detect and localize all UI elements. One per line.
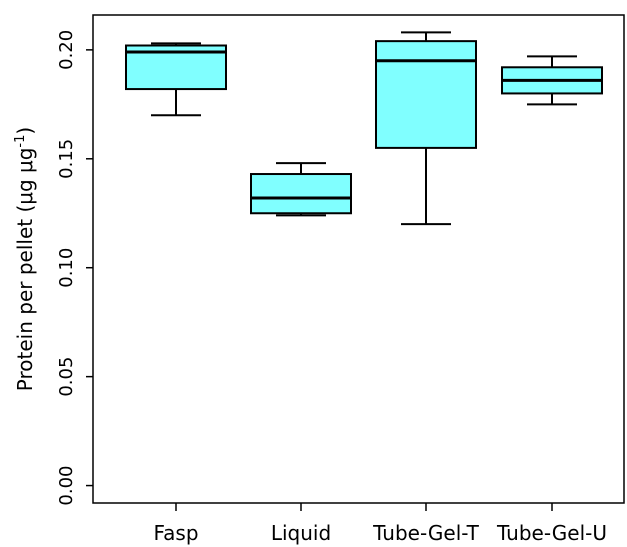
x-tick-label: Fasp — [153, 521, 198, 545]
y-tick-label: 0.20 — [56, 30, 77, 70]
box-tube-gel-u — [501, 55, 603, 106]
box-liquid — [250, 162, 352, 217]
box-fasp — [125, 42, 227, 117]
y-axis-label-main: Protein per pellet (μg μg — [13, 148, 37, 392]
box-tube-gel-t — [375, 31, 477, 226]
y-axis: 0.00 0.05 0.10 0.15 0.20 — [56, 30, 93, 506]
box-series — [125, 31, 603, 226]
y-axis-label-superscript: -1 — [13, 135, 28, 148]
x-tick-label: Tube-Gel-T — [372, 521, 480, 545]
x-tick-label: Liquid — [271, 521, 331, 545]
y-tick-label: 0.00 — [56, 466, 77, 506]
y-tick-label: 0.10 — [56, 248, 77, 288]
box-iqr — [375, 40, 477, 149]
y-tick-label: 0.15 — [56, 139, 77, 179]
y-axis-label: Protein per pellet (μg μg-1) — [13, 127, 37, 391]
x-tick-label: Tube-Gel-U — [496, 521, 607, 545]
y-tick-label: 0.05 — [56, 357, 77, 397]
box-iqr — [250, 173, 352, 215]
y-axis-label-close: ) — [13, 127, 37, 135]
x-axis: Fasp Liquid Tube-Gel-T Tube-Gel-U — [153, 503, 607, 545]
plot-frame — [92, 14, 625, 504]
